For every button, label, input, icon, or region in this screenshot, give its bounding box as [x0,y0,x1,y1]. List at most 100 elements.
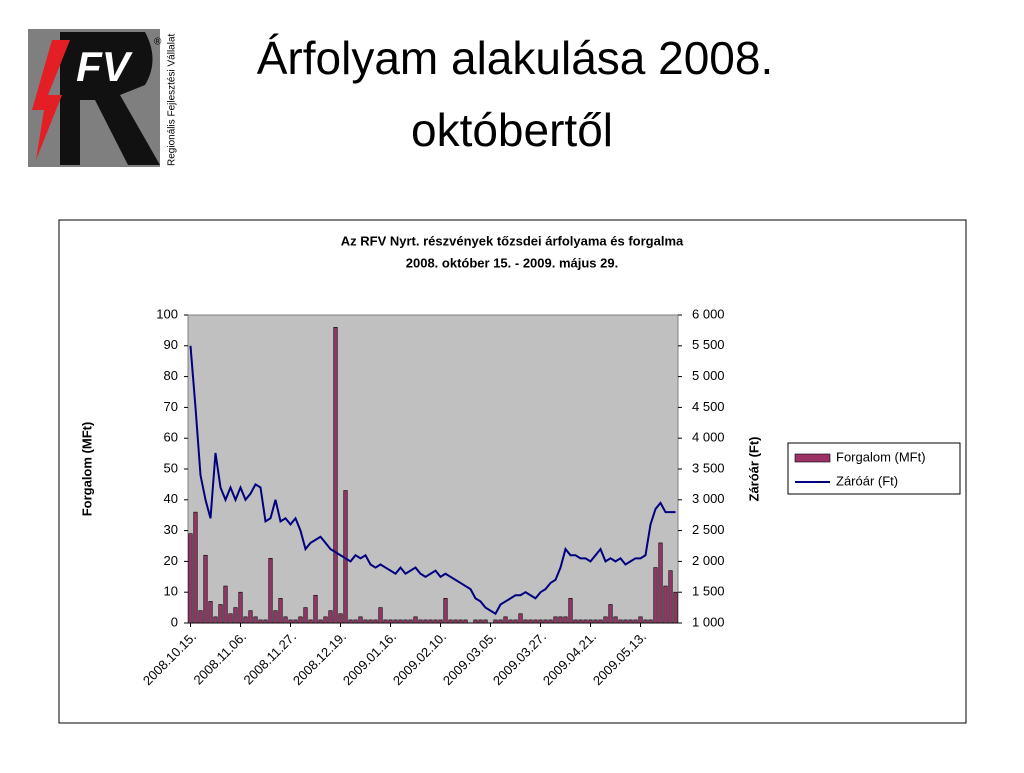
bar [283,616,288,624]
bar [348,619,353,624]
legend-swatch [794,453,831,463]
bar [398,619,403,624]
bar [618,619,623,624]
bar [258,619,263,624]
bar [538,619,543,624]
bar [408,619,413,624]
y2-tick-label: 2 500 [692,522,725,537]
bar [253,616,258,624]
bar [658,542,663,624]
bar [418,619,423,624]
y-tick-label: 20 [164,553,178,568]
bar [528,619,533,624]
bar [543,619,548,624]
bar [573,619,578,624]
y-tick-label: 10 [164,584,178,599]
bar [313,594,318,624]
bar [333,327,338,624]
bar [533,619,538,624]
bar [448,619,453,624]
bar [323,616,328,624]
bar [213,616,218,624]
bar [338,613,343,624]
logo-caption: Regionális Fejlesztési Vállalat [167,33,178,166]
bar [363,619,368,624]
bar [668,570,673,624]
bar [553,616,558,624]
plot-area [187,314,679,624]
bar [328,610,333,624]
y-tick-label: 30 [164,522,178,537]
bar [388,619,393,624]
y-tick-label: 100 [156,306,178,321]
bar [648,619,653,624]
y2-tick-label: 2 000 [692,553,725,568]
bar [223,585,228,624]
bar [298,616,303,624]
bar [383,619,388,624]
bar [393,619,398,624]
bar [548,619,553,624]
bar [403,619,408,624]
bar [583,619,588,624]
bar [498,619,503,624]
y2-tick-label: 1 000 [692,614,725,629]
bar [203,554,208,624]
y2-tick-label: 5 000 [692,368,725,383]
bar [368,619,373,624]
bar [633,619,638,624]
bar [483,619,488,624]
bar [198,610,203,624]
bar [493,619,498,624]
bar [428,619,433,624]
y-tick-label: 60 [164,430,178,445]
bar [208,601,213,624]
y2-tick-label: 1 500 [692,584,725,599]
bar [278,598,283,624]
bar [293,619,298,624]
bar [578,619,583,624]
bar [268,558,273,624]
chart-subtitle: 2008. október 15. - 2009. május 29. [406,255,618,270]
y-tick-label: 90 [164,337,178,352]
bar [503,616,508,624]
bar [273,610,278,624]
legend-label: Záróár (Ft) [836,473,898,488]
y-tick-label: 80 [164,368,178,383]
bar [438,619,443,624]
bar [628,619,633,624]
bar [598,619,603,624]
bar [303,607,308,624]
bar [558,616,563,624]
y-tick-label: 50 [164,460,178,475]
bar [603,616,608,624]
logo-r [60,32,160,165]
y2-tick-label: 6 000 [692,306,725,321]
legend-box [787,442,961,495]
bar [638,616,643,624]
bar [358,616,363,624]
bar [373,619,378,624]
bar [478,619,483,624]
bar [188,533,193,624]
y2-axis-title: Záróár (Ft) [746,437,761,502]
bar [463,619,468,624]
plot: 0 10 20 30 40 50 60 70 80 90 100 1 000 1 500 2 000 2 5… [140,306,961,688]
bar [608,604,613,624]
bar [623,619,628,624]
y-axis-title: Forgalom (MFt) [79,422,94,517]
bar [523,619,528,624]
y-tick-label: 70 [164,399,178,414]
bar [593,619,598,624]
slide-title: októbertől [411,104,613,156]
bar [458,619,463,624]
bar [413,616,418,624]
y2-tick-label: 3 000 [692,491,725,506]
bar [263,619,268,624]
logo-bolt [32,40,70,160]
line [189,345,676,616]
bar [653,567,658,624]
bar [193,511,198,624]
